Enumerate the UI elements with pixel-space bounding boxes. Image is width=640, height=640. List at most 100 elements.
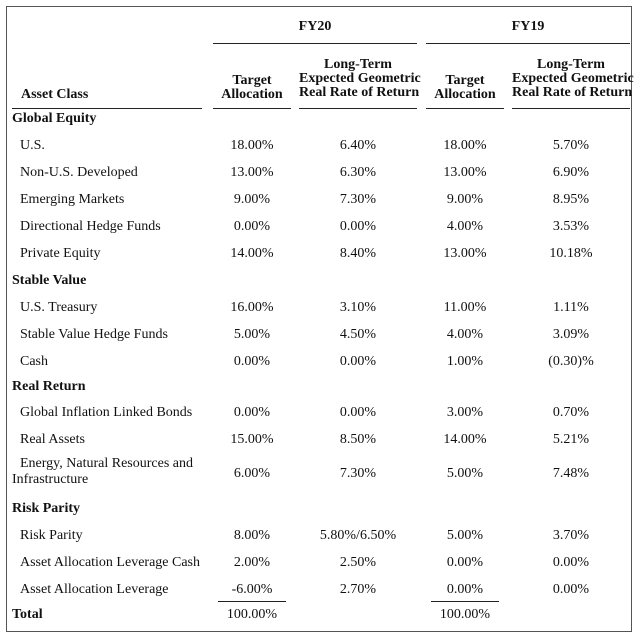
fy19-target-header: Target Allocation (426, 74, 504, 102)
fy19-total-cell: 100.00% (439, 607, 491, 622)
category-label: Global Equity (12, 111, 97, 126)
fy19-return-cell: 5.70% (552, 138, 590, 153)
fy19-target-cell: 11.00% (443, 300, 487, 315)
row-label: Asset Allocation Leverage Cash (20, 555, 201, 570)
fy20-return-cell: 0.00% (339, 219, 377, 234)
fy20-return-cell: 8.50% (339, 432, 377, 447)
header-rule (213, 108, 291, 109)
fy20-return-cell: 7.30% (339, 192, 377, 207)
row-label: Directional Hedge Funds (20, 219, 161, 234)
fy20-total-cell: 100.00% (226, 607, 278, 622)
header-text: Expected Geometric (512, 71, 634, 86)
header-rule (512, 108, 630, 109)
header-text: Real Rate of Return (512, 85, 633, 100)
total-label: Total (12, 607, 43, 622)
fy20-return-cell: 8.40% (339, 246, 377, 261)
fy20-target-cell: 14.00% (230, 246, 274, 261)
fy20-target-cell: 0.00% (233, 219, 271, 234)
row-label: Asset Allocation Leverage (20, 582, 169, 597)
sum-rule (218, 601, 286, 602)
fy19-return-cell: 8.95% (552, 192, 590, 207)
header-text: Expected Geometric (299, 71, 421, 86)
fy20-target-cell: 6.00% (233, 466, 271, 481)
fy20-return-cell: 6.30% (339, 165, 377, 180)
row-label: U.S. Treasury (20, 300, 98, 315)
header-text: Long-Term (537, 57, 605, 72)
fy20-target-cell: -6.00% (231, 582, 273, 597)
fy19-target-cell: 0.00% (446, 582, 484, 597)
row-label: Risk Parity (20, 528, 83, 543)
fy19-return-cell: 7.48% (552, 466, 590, 481)
row-label: U.S. (20, 138, 45, 153)
fy20-return-cell: 6.40% (339, 138, 377, 153)
fy20-return-cell: 3.10% (339, 300, 377, 315)
fy19-target-cell: 0.00% (446, 555, 484, 570)
fy19-target-cell: 5.00% (446, 466, 484, 481)
fy19-return-cell: 6.90% (552, 165, 590, 180)
table-row: Energy, Natural Resources and Infrastruc… (7, 456, 633, 490)
fy20-target-cell: 0.00% (233, 405, 271, 420)
fy20-return-cell: 2.70% (339, 582, 377, 597)
fy19-target-cell: 4.00% (446, 219, 484, 234)
fy19-target-cell: 18.00% (443, 138, 487, 153)
fy19-return-header: Long-Term Expected Geometric Real Rate o… (512, 57, 634, 100)
fy19-return-cell: 10.18% (549, 246, 593, 261)
fy20-target-header: Target Allocation (213, 74, 291, 102)
fy20-target-cell: 2.00% (233, 555, 271, 570)
fy20-target-cell: 18.00% (230, 138, 274, 153)
fy20-return-cell: 7.30% (339, 466, 377, 481)
fy19-return-cell: 0.70% (552, 405, 590, 420)
row-label-line2: Infrastructure (12, 472, 89, 487)
fy19-rule (426, 43, 630, 44)
header-text: Real Rate of Return (299, 85, 420, 100)
asset-class-header: Asset Class (21, 87, 89, 102)
row-label: Stable Value Hedge Funds (20, 327, 168, 342)
fy20-target-cell: 8.00% (233, 528, 271, 543)
fy20-return-cell: 0.00% (339, 405, 377, 420)
header-text: Long-Term (324, 57, 392, 72)
header-rule (299, 108, 417, 109)
header-text: Allocation (221, 87, 283, 102)
fy19-target-cell: 13.00% (443, 165, 487, 180)
fy19-target-cell: 1.00% (446, 354, 484, 369)
fy20-return-cell: 0.00% (339, 354, 377, 369)
header-rule (12, 108, 202, 109)
fy20-return-cell: 5.80%/6.50% (319, 528, 397, 543)
fy19-return-cell: 3.70% (552, 528, 590, 543)
fy19-return-cell: 0.00% (552, 555, 590, 570)
fy19-target-cell: 3.00% (446, 405, 484, 420)
fy19-target-cell: 13.00% (443, 246, 487, 261)
fy20-target-cell: 0.00% (233, 354, 271, 369)
category-label: Stable Value (12, 273, 87, 288)
category-label: Risk Parity (12, 501, 81, 516)
category-label: Real Return (12, 379, 86, 394)
fy20-target-cell: 13.00% (230, 165, 274, 180)
fy20-header: FY20 (298, 19, 332, 34)
row-label: Emerging Markets (20, 192, 125, 207)
fy19-target-cell: 14.00% (443, 432, 487, 447)
fy20-return-cell: 2.50% (339, 555, 377, 570)
fy19-return-cell: 5.21% (552, 432, 590, 447)
header-text: Allocation (434, 87, 496, 102)
fy19-return-cell: 0.00% (552, 582, 590, 597)
fy20-target-cell: 16.00% (230, 300, 274, 315)
row-label: Global Inflation Linked Bonds (20, 405, 193, 420)
fy19-return-cell: (0.30)% (548, 354, 594, 369)
row-label: Private Equity (20, 246, 101, 261)
row-label-line1: Energy, Natural Resources and (20, 456, 193, 471)
fy19-return-cell: 3.09% (552, 327, 590, 342)
fy19-return-cell: 3.53% (552, 219, 590, 234)
fy20-rule (213, 43, 417, 44)
fy19-target-cell: 5.00% (446, 528, 484, 543)
fy19-target-cell: 4.00% (446, 327, 484, 342)
row-label: Real Assets (20, 432, 85, 447)
row-label: Non-U.S. Developed (20, 165, 138, 180)
sum-rule (431, 601, 499, 602)
fy19-header: FY19 (511, 19, 545, 34)
header-rule (426, 108, 504, 109)
asset-allocation-table: FY20 FY19 Asset Class Target Allocation … (6, 6, 634, 632)
fy20-return-cell: 4.50% (339, 327, 377, 342)
header-text: Target (445, 73, 485, 88)
fy20-target-cell: 9.00% (233, 192, 271, 207)
fy20-target-cell: 15.00% (230, 432, 274, 447)
